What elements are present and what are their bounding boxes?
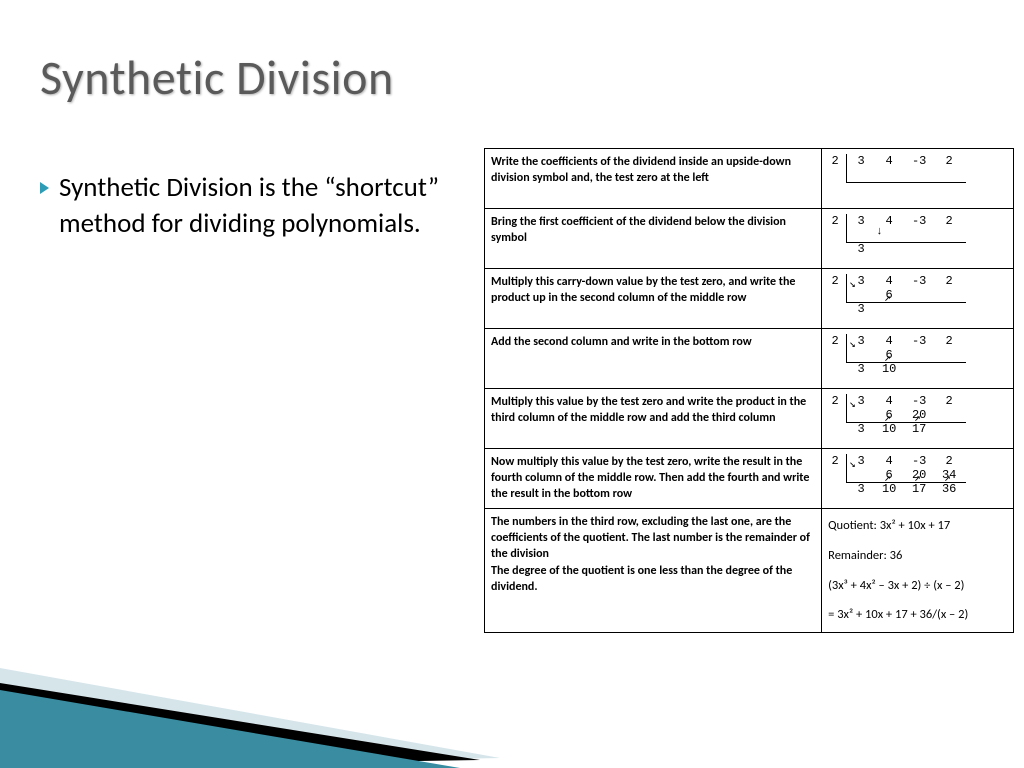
table-row: Write the coefficients of the dividend i… (485, 149, 1014, 209)
bullet-item: Synthetic Division is the “shortcut” met… (40, 170, 460, 243)
step-description: Add the second column and write in the b… (485, 329, 822, 389)
step-diagram: 234-3262031017↘↗↗ (822, 389, 1014, 449)
table-row: The numbers in the third row, excluding … (485, 509, 1014, 633)
page-title: Synthetic Division (40, 48, 394, 107)
step-diagram: 234-32620343101736↘↗↗↗ (822, 449, 1014, 509)
step-description: Multiply this carry-down value by the te… (485, 269, 822, 329)
table-row: Add the second column and write in the b… (485, 329, 1014, 389)
table-row: Bring the first coefficient of the divid… (485, 209, 1014, 269)
step-diagram: 234-323↓ (822, 209, 1014, 269)
step-diagram: 234-32 (822, 149, 1014, 209)
bullet-text: Synthetic Division is the “shortcut” met… (59, 170, 460, 243)
table-row: Now multiply this value by the test zero… (485, 449, 1014, 509)
result-values: Quotient: 3x² + 10x + 17Remainder: 36(3x… (822, 509, 1014, 633)
table-row: Multiply this carry-down value by the te… (485, 269, 1014, 329)
steps-table: Write the coefficients of the dividend i… (484, 148, 1014, 633)
step-diagram: 234-3263↘↗ (822, 269, 1014, 329)
slide-corner-decoration (0, 628, 520, 768)
table-row: Multiply this value by the test zero and… (485, 389, 1014, 449)
step-description: Multiply this value by the test zero and… (485, 389, 822, 449)
bullet-triangle-icon (40, 182, 49, 194)
step-diagram: 234-326310↘↗ (822, 329, 1014, 389)
step-description: Write the coefficients of the dividend i… (485, 149, 822, 209)
result-description: The numbers in the third row, excluding … (485, 509, 822, 633)
step-description: Now multiply this value by the test zero… (485, 449, 822, 509)
step-description: Bring the first coefficient of the divid… (485, 209, 822, 269)
